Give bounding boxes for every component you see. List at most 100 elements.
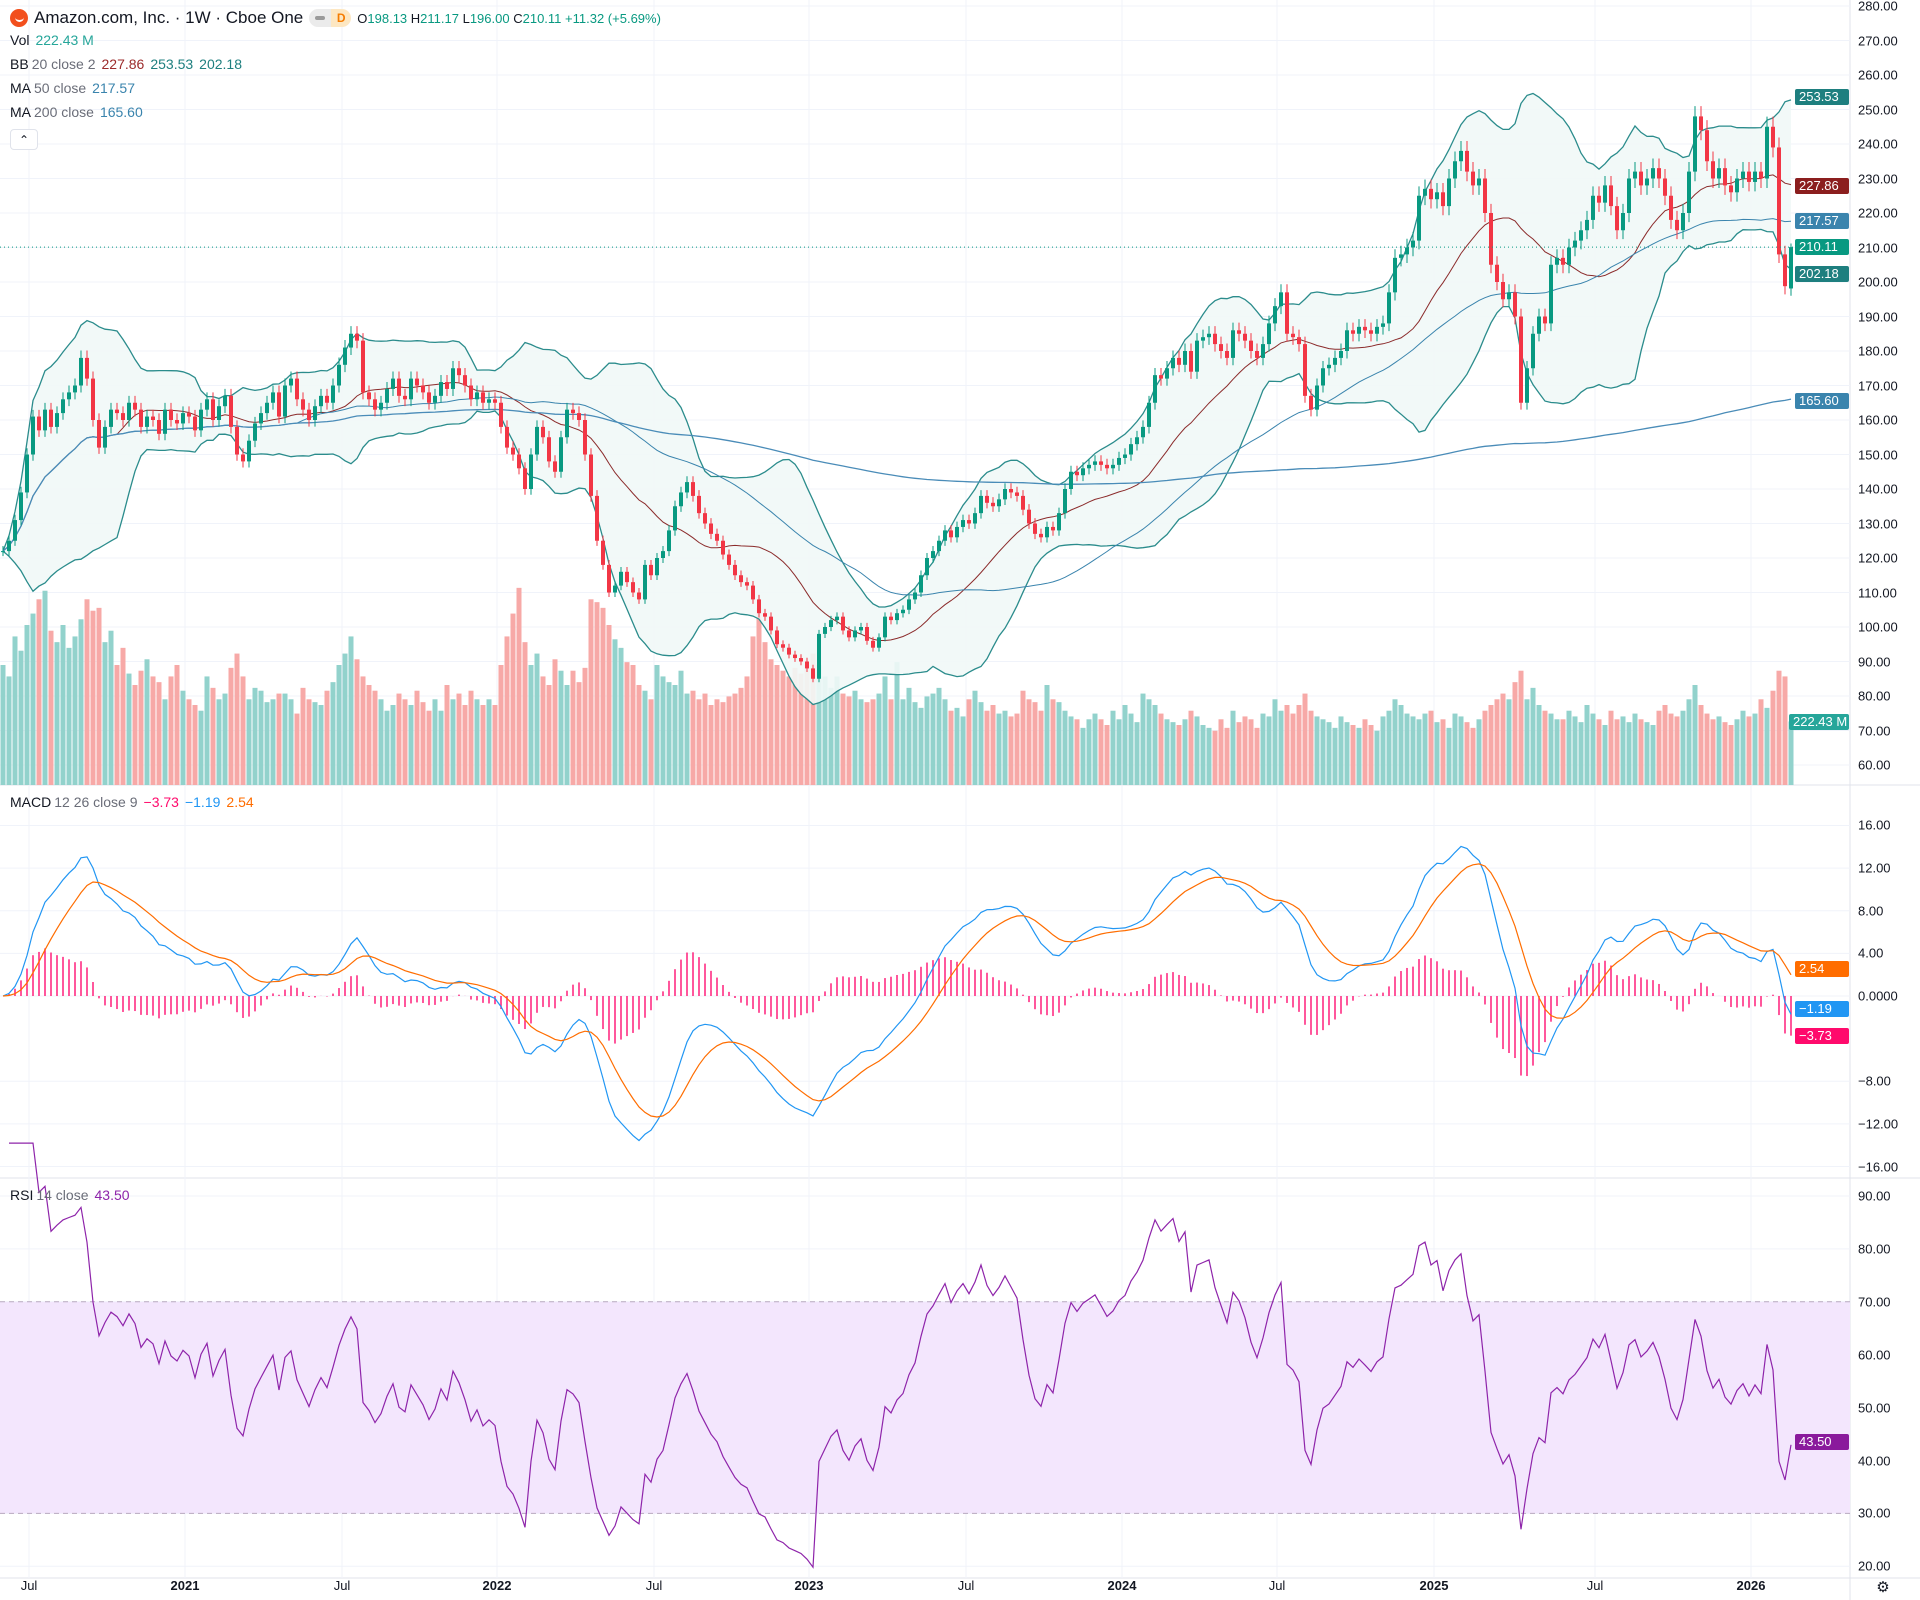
candle-body bbox=[241, 454, 245, 462]
candle bbox=[487, 392, 491, 410]
volume-bar bbox=[354, 659, 360, 785]
candle-body bbox=[889, 616, 893, 621]
candle bbox=[481, 385, 485, 410]
volume-bar bbox=[822, 676, 828, 785]
volume-bar bbox=[1638, 719, 1644, 785]
price-axis-label: 160.00 bbox=[1858, 412, 1898, 428]
volume-bar bbox=[1500, 693, 1506, 785]
candle bbox=[685, 476, 689, 499]
candle bbox=[913, 587, 917, 604]
volume-bar bbox=[282, 693, 288, 785]
candle-body bbox=[1, 551, 5, 553]
ma200-legend[interactable]: MA 200 close 165.60 bbox=[10, 104, 143, 120]
candle-body bbox=[1453, 161, 1457, 179]
volume-bar bbox=[1596, 719, 1602, 785]
candle bbox=[247, 434, 251, 468]
volume-bar bbox=[1746, 716, 1752, 785]
volume-bar bbox=[168, 676, 174, 785]
candle-body bbox=[973, 513, 977, 524]
volume-bar bbox=[126, 673, 132, 785]
candle bbox=[985, 490, 989, 509]
candle-body bbox=[745, 582, 749, 586]
candle bbox=[1261, 336, 1265, 366]
candle-body bbox=[1723, 168, 1727, 186]
collapse-legend-button[interactable]: ⌃ bbox=[10, 129, 38, 150]
volume-bar bbox=[1230, 710, 1236, 785]
symbol-legend: Amazon.com, Inc. · 1W · Cboe One D O198.… bbox=[10, 8, 661, 28]
volume-bar bbox=[1242, 716, 1248, 785]
volume-bar bbox=[234, 653, 240, 785]
candle bbox=[1183, 343, 1187, 373]
ma50-legend[interactable]: MA 50 close 217.57 bbox=[10, 80, 135, 96]
candle bbox=[1021, 490, 1025, 516]
rsi-axis-label: 70.00 bbox=[1858, 1294, 1891, 1310]
candle bbox=[187, 406, 191, 424]
candle-body bbox=[343, 347, 347, 365]
candle bbox=[1699, 106, 1703, 141]
rsi-legend[interactable]: RSI 14 close 43.50 bbox=[10, 1187, 130, 1203]
candle-body bbox=[1099, 461, 1103, 465]
candle-body bbox=[1219, 344, 1223, 351]
candle bbox=[1501, 273, 1505, 308]
candle-body bbox=[781, 644, 785, 648]
volume-bar bbox=[1680, 710, 1686, 785]
volume-bar bbox=[396, 693, 402, 785]
candle bbox=[973, 507, 977, 529]
rsi-axis-label: 40.00 bbox=[1858, 1453, 1891, 1468]
candle bbox=[1351, 322, 1355, 342]
candle-body bbox=[727, 554, 731, 565]
candle-body bbox=[565, 409, 569, 438]
bb-legend[interactable]: BB 20 close 2 227.86 253.53 202.18 bbox=[10, 56, 242, 72]
time-axis-label: Jul bbox=[1586, 1578, 1604, 1593]
volume-bar bbox=[918, 707, 924, 785]
candle-body bbox=[799, 658, 803, 662]
volume-bar bbox=[162, 699, 168, 785]
volume-bar bbox=[996, 713, 1002, 785]
settings-gear-icon[interactable]: ⚙ bbox=[1876, 1579, 1890, 1596]
candle-body bbox=[163, 409, 167, 434]
price-axis-label: 80.00 bbox=[1858, 688, 1891, 704]
candle bbox=[403, 388, 407, 407]
candle-body bbox=[1561, 257, 1565, 265]
candle bbox=[115, 402, 119, 420]
candle-body bbox=[73, 385, 77, 393]
candle bbox=[1381, 315, 1385, 335]
candle bbox=[541, 420, 545, 444]
candle-body bbox=[433, 395, 437, 403]
candle bbox=[715, 528, 719, 546]
macd-legend[interactable]: MACD 12 26 close 9 −3.73 −1.19 2.54 bbox=[10, 794, 254, 810]
candle bbox=[451, 361, 455, 396]
volume-bar bbox=[414, 690, 420, 785]
volume-bar bbox=[402, 699, 408, 785]
market-status-badge[interactable]: D bbox=[309, 9, 352, 27]
candle-body bbox=[1633, 171, 1637, 179]
volume-bar bbox=[66, 647, 72, 785]
candle-body bbox=[31, 416, 35, 455]
volume-legend[interactable]: Vol 222.43 M bbox=[10, 32, 94, 48]
candle-body bbox=[319, 395, 323, 407]
candle bbox=[1375, 319, 1379, 342]
volume-bar bbox=[1512, 682, 1518, 785]
candle-body bbox=[385, 388, 389, 403]
volume-bar bbox=[180, 690, 186, 785]
candle bbox=[475, 385, 479, 407]
candle bbox=[1567, 238, 1571, 274]
candle-body bbox=[1387, 292, 1391, 324]
candle-body bbox=[901, 609, 905, 614]
candle-body bbox=[1651, 168, 1655, 179]
symbol-title[interactable]: Amazon.com, Inc. · 1W · Cboe One bbox=[34, 8, 304, 27]
candle-body bbox=[667, 530, 671, 552]
candle bbox=[691, 476, 695, 502]
candle bbox=[763, 608, 767, 621]
candle-body bbox=[877, 637, 881, 648]
candle-body bbox=[1771, 126, 1775, 148]
volume-bar bbox=[630, 665, 636, 785]
volume-bar bbox=[90, 610, 96, 785]
volume-bar bbox=[1128, 713, 1134, 785]
candle-body bbox=[1627, 178, 1631, 213]
volume-bar bbox=[330, 682, 336, 785]
bb-upper-line bbox=[2, 92, 1792, 608]
candle bbox=[1171, 350, 1175, 376]
volume-bar bbox=[990, 705, 996, 785]
